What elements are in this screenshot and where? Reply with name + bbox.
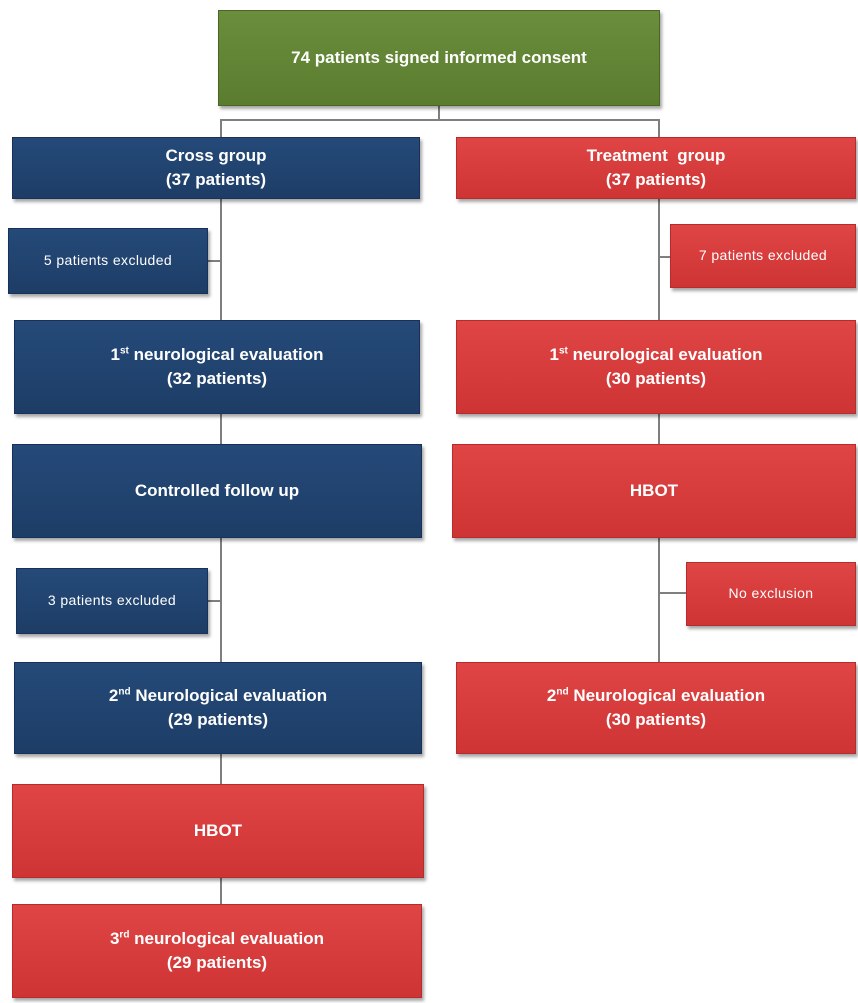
cross-eval-2-count: (29 patients) <box>167 710 269 729</box>
connector-right-branch-2 <box>658 592 688 594</box>
connector-top-stem <box>438 106 440 120</box>
treatment-excluded-1-text: 7 patients excluded <box>698 247 828 264</box>
treatment-group-box: Treatment group (37 patients) <box>456 137 856 199</box>
connector-left-spine-1 <box>220 198 222 320</box>
cross-eval-3-title: 3rd neurological evaluation <box>109 929 325 949</box>
cross-eval-1-box: 1st neurological evaluation (32 patients… <box>14 320 420 414</box>
cross-followup-box: Controlled follow up <box>12 444 422 538</box>
cross-hbot-text: HBOT <box>193 821 243 841</box>
cross-eval-2-title: 2nd Neurological evaluation <box>108 686 328 706</box>
treatment-eval-1-box: 1st neurological evaluation (30 patients… <box>456 320 856 414</box>
treatment-group-count: (37 patients) <box>605 170 707 189</box>
treatment-eval-1-title: 1st neurological evaluation <box>549 345 763 365</box>
cross-eval-3-count: (29 patients) <box>166 953 268 972</box>
connector-left-branch-2 <box>207 600 221 602</box>
connector-right-branch-1 <box>658 256 672 258</box>
connector-left-branch-1 <box>207 260 221 262</box>
connector-left-spine-5 <box>220 878 222 904</box>
treatment-no-exclusion-text: No exclusion <box>728 585 814 602</box>
cross-excluded-1-text: 5 patients excluded <box>43 252 173 269</box>
treatment-group-title: Treatment group <box>586 146 726 166</box>
cross-group-count: (37 patients) <box>165 170 267 189</box>
cross-eval-1-count: (32 patients) <box>166 369 268 388</box>
connector-left-spine-4 <box>220 754 222 784</box>
connector-left-drop <box>220 119 222 137</box>
connector-left-spine-2 <box>220 414 222 444</box>
consent-text: 74 patients signed informed consent <box>291 48 587 68</box>
connector-top-bar <box>220 119 660 121</box>
cross-hbot-box: HBOT <box>12 784 424 878</box>
treatment-eval-1-count: (30 patients) <box>605 369 707 388</box>
consent-box: 74 patients signed informed consent <box>218 10 660 106</box>
treatment-no-exclusion-box: No exclusion <box>686 562 856 626</box>
cross-followup-text: Controlled follow up <box>134 481 300 501</box>
connector-right-drop <box>658 119 660 137</box>
cross-group-box: Cross group (37 patients) <box>12 137 420 199</box>
treatment-hbot-text: HBOT <box>629 481 679 501</box>
treatment-eval-2-box: 2nd Neurological evaluation (30 patients… <box>456 662 856 754</box>
cross-excluded-2-box: 3 patients excluded <box>16 568 208 634</box>
connector-right-spine-2 <box>658 414 660 444</box>
cross-eval-3-box: 3rd neurological evaluation (29 patients… <box>12 904 422 998</box>
treatment-eval-2-count: (30 patients) <box>605 710 707 729</box>
connector-left-spine-3 <box>220 538 222 662</box>
cross-eval-1-title: 1st neurological evaluation <box>110 345 324 365</box>
cross-excluded-1-box: 5 patients excluded <box>8 228 208 294</box>
treatment-hbot-box: HBOT <box>452 444 856 538</box>
cross-eval-2-box: 2nd Neurological evaluation (29 patients… <box>14 662 422 754</box>
connector-right-spine-1 <box>658 198 660 320</box>
treatment-eval-2-title: 2nd Neurological evaluation <box>546 686 766 706</box>
cross-group-title: Cross group <box>165 146 267 166</box>
treatment-excluded-1-box: 7 patients excluded <box>670 224 856 288</box>
cross-excluded-2-text: 3 patients excluded <box>47 592 177 609</box>
connector-right-spine-3 <box>658 538 660 662</box>
